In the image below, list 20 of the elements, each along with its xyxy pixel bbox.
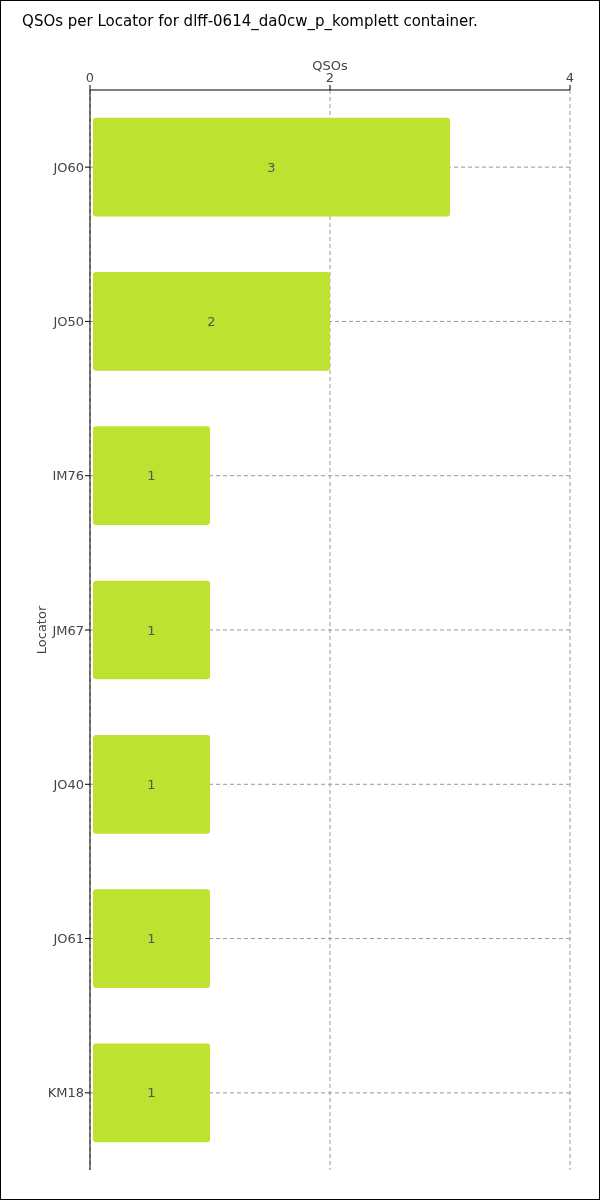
data-label: 1 [147, 776, 156, 792]
x-tick-label: 2 [325, 70, 335, 85]
data-label: 1 [147, 622, 156, 638]
y-tick-label: IM76 [52, 468, 84, 484]
data-label: 3 [267, 159, 276, 175]
y-tick-label: JO40 [52, 776, 84, 792]
y-tick-label: JO60 [52, 159, 84, 175]
x-tick-label: 4 [565, 70, 575, 85]
x-axis-title: QSOs [312, 58, 348, 73]
x-tick-label: 0 [85, 70, 95, 85]
y-tick-label: JO50 [52, 313, 84, 329]
data-label: 1 [147, 931, 156, 947]
y-tick-label: KM18 [47, 1085, 84, 1101]
data-label: 2 [207, 313, 216, 329]
y-tick-label: JO61 [52, 931, 84, 947]
y-axis-title: Locator [34, 605, 49, 655]
data-label: 1 [147, 1085, 156, 1101]
chart-title: QSOs per Locator for dlff-0614_da0cw_p_komplett container. [22, 12, 478, 31]
y-tick-label: JM67 [51, 622, 84, 638]
data-label: 1 [147, 468, 156, 484]
